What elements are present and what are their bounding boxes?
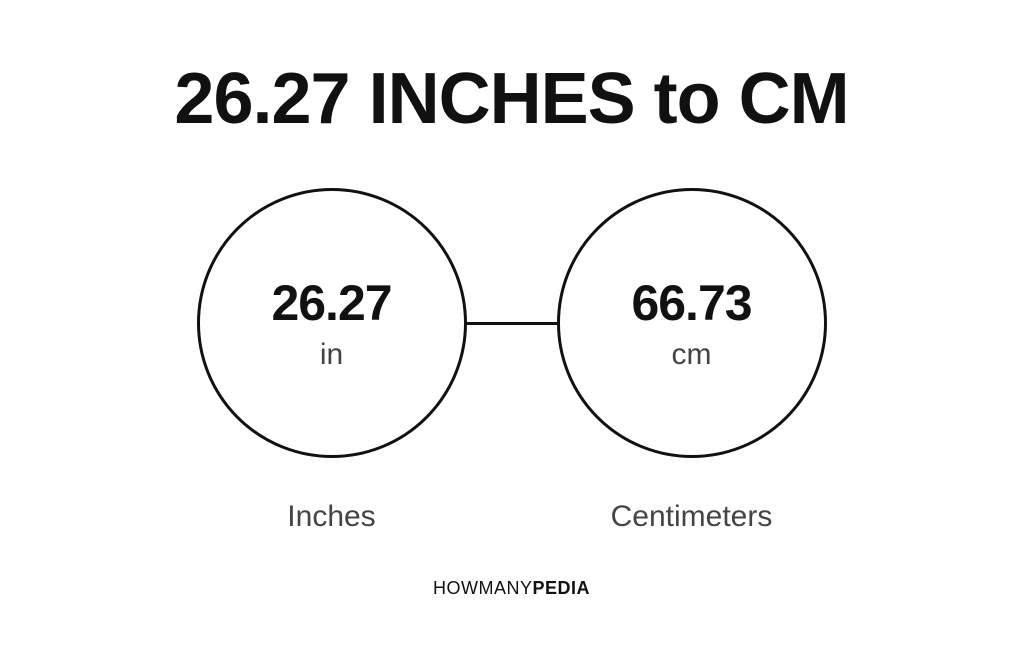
left-value: 26.27	[271, 274, 391, 332]
connector-line	[467, 322, 557, 325]
page-title: 26.27 INCHES to CM	[0, 58, 1023, 140]
label-gap	[467, 500, 557, 534]
right-unit-abbrev: cm	[672, 338, 712, 372]
brand-logo: HOWMANYPEDIA	[0, 578, 1023, 599]
left-circle: 26.27 in	[197, 188, 467, 458]
conversion-diagram: 26.27 in 66.73 cm	[0, 188, 1023, 458]
right-circle: 66.73 cm	[557, 188, 827, 458]
right-unit-full: Centimeters	[557, 500, 827, 534]
brand-suffix: PEDIA	[532, 578, 590, 598]
brand-prefix: HOWMANY	[433, 578, 533, 598]
left-unit-full: Inches	[197, 500, 467, 534]
right-value: 66.73	[631, 274, 751, 332]
left-unit-abbrev: in	[320, 338, 343, 372]
unit-labels-row: Inches Centimeters	[0, 500, 1023, 534]
